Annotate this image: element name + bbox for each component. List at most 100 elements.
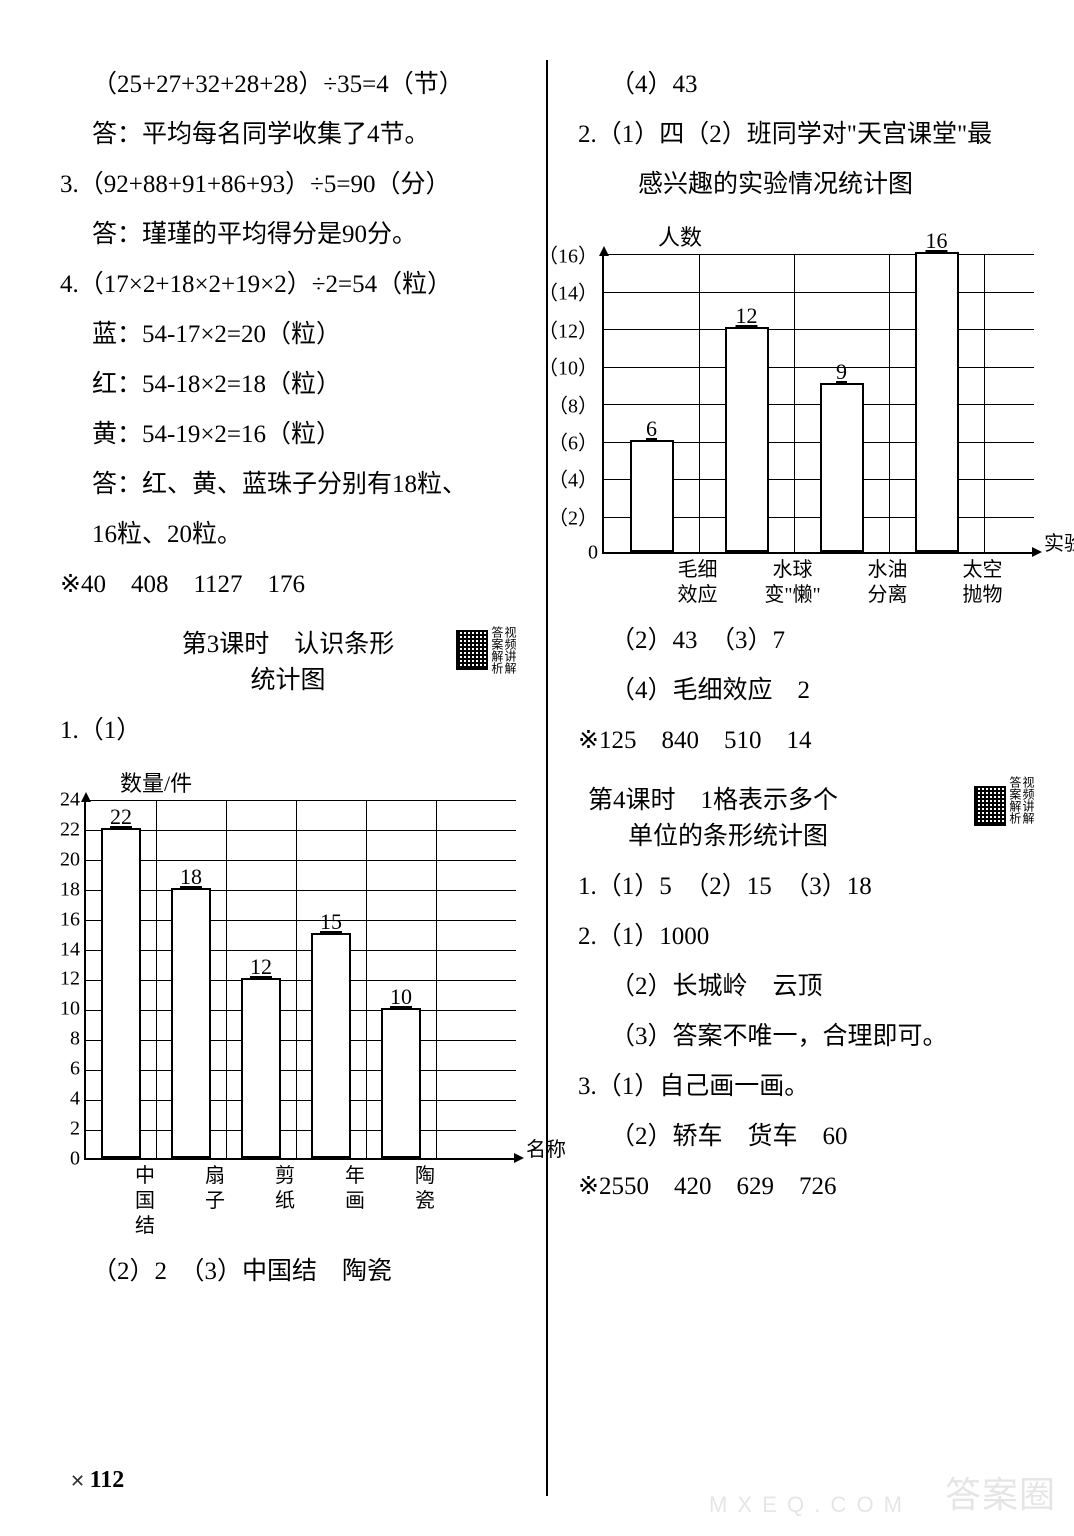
chart1-plot: 名称 2218121510: [84, 800, 516, 1160]
text-line: 答：平均每名同学收集了4节。: [60, 110, 516, 160]
page-number: 112: [70, 1467, 124, 1494]
y-tick-label: 0: [70, 1148, 80, 1171]
grid-h: [604, 367, 1034, 368]
grid-h: [86, 1100, 516, 1101]
x-label: 毛细 效应: [650, 558, 745, 608]
grid-h: [86, 1130, 516, 1131]
qr-section-4: 视频讲解 答案解析: [974, 776, 1034, 836]
text-line: 红：54-18×2=18（粒）: [60, 360, 516, 410]
y-tick-label: 24: [60, 788, 80, 811]
bar: 15: [311, 933, 351, 1158]
grid-v: [436, 800, 437, 1158]
text-line: 感兴趣的实验情况统计图: [578, 160, 1034, 210]
text-line: ※40 408 1127 176: [60, 560, 516, 610]
left-column: （25+27+32+28+28）÷35=4（节）答：平均每名同学收集了4节。3.…: [60, 60, 516, 1496]
grid-v: [156, 800, 157, 1158]
y-tick-label: 6: [70, 1058, 80, 1081]
text-line: （2）2 （3）中国结 陶瓷: [60, 1247, 516, 1297]
qr-icon: [974, 786, 1006, 826]
y-tick-label: 0: [588, 542, 598, 565]
x-label: 中 国 结: [110, 1164, 180, 1239]
section-3-title-l1: 第3课时 认识条形: [60, 624, 516, 660]
y-tick-label: （14）: [538, 277, 598, 306]
y-tick-label: 4: [70, 1088, 80, 1111]
x-label: 剪 纸: [250, 1164, 320, 1239]
bar-value: 15: [320, 909, 342, 935]
chart2-plot: 实验 612916: [602, 254, 1034, 554]
grid-h: [86, 800, 516, 801]
grid-h: [86, 1070, 516, 1071]
bar: 22: [101, 828, 141, 1158]
text-line: （25+27+32+28+28）÷35=4（节）: [60, 60, 516, 110]
qr-icon: [456, 630, 488, 670]
bar: 9: [820, 383, 864, 552]
section-4-title-l2: 单位的条形统计图: [588, 816, 1034, 852]
grid-v: [889, 254, 890, 552]
watermark-main: 答案圈: [945, 1466, 1056, 1518]
bar-value: 18: [180, 864, 202, 890]
grid-v: [226, 800, 227, 1158]
section-3-title-l2: 统计图: [60, 660, 516, 696]
bar-value: 6: [646, 416, 657, 442]
q1-label: 1.（1）: [60, 706, 516, 756]
grid-h: [86, 980, 516, 981]
qr-side-text: 视频讲解 答案解析: [490, 620, 516, 680]
text-line: 答：瑾瑾的平均得分是90分。: [60, 210, 516, 260]
y-tick-label: （16）: [538, 240, 598, 269]
text-line: （2）长城岭 云顶: [578, 962, 1034, 1012]
text-line: （2）43 （3）7: [578, 616, 1034, 666]
y-tick-label: 22: [60, 818, 80, 841]
grid-v: [296, 800, 297, 1158]
chart-1: 数量/件 024681012141618202224 名称 2218121510…: [80, 766, 516, 1239]
column-divider: [546, 60, 548, 1496]
bar: 12: [725, 327, 769, 552]
section-4-title-l1: 第4课时 1格表示多个: [588, 780, 1034, 816]
grid-h: [604, 329, 1034, 330]
grid-h: [86, 1010, 516, 1011]
qr-side-text: 视频讲解 答案解析: [1008, 776, 1034, 836]
section-3-title: 第3课时 认识条形 统计图 视频讲解 答案解析: [60, 624, 516, 696]
x-label: 水球 变"懒": [745, 558, 840, 608]
grid-h: [86, 890, 516, 891]
chart2-y-title: 人数: [658, 220, 1034, 252]
grid-v: [699, 254, 700, 552]
x-label: 扇 子: [180, 1164, 250, 1239]
bar: 16: [915, 252, 959, 552]
text-line: （2）轿车 货车 60: [578, 1112, 1034, 1162]
text-line: 2.（1）1000: [578, 912, 1034, 962]
x-label: 太空 抛物: [935, 558, 1030, 608]
bar-value: 12: [250, 954, 272, 980]
grid-h: [604, 254, 1034, 255]
chart-2: 人数 0（2）（4）（6）（8）（10）（12）（14）（16） 实验 6129…: [598, 220, 1034, 608]
right-column: （4）432.（1）四（2）班同学对"天宫课堂"最感兴趣的实验情况统计图 人数 …: [578, 60, 1034, 1496]
text-line: （4）43: [578, 60, 1034, 110]
y-tick-label: （8）: [548, 389, 598, 418]
y-tick-label: （2）: [548, 501, 598, 530]
grid-v: [366, 800, 367, 1158]
chart2-x-labels: 毛细 效应水球 变"懒"水油 分离太空 抛物: [650, 558, 1030, 608]
grid-h: [86, 860, 516, 861]
x-label: 年 画: [320, 1164, 390, 1239]
text-line: 16粒、20粒。: [60, 510, 516, 560]
bar-value: 16: [926, 228, 948, 254]
text-line: 3.（92+88+91+86+93）÷5=90（分）: [60, 160, 516, 210]
bar-value: 10: [390, 984, 412, 1010]
text-line: （3）答案不唯一，合理即可。: [578, 1012, 1034, 1062]
page: （25+27+32+28+28）÷35=4（节）答：平均每名同学收集了4节。3.…: [0, 0, 1074, 1536]
text-line: ※2550 420 629 726: [578, 1162, 1034, 1212]
y-tick-label: 16: [60, 908, 80, 931]
watermark-url: M X E Q . C O M: [709, 1492, 904, 1518]
x-label: 陶 瓷: [390, 1164, 460, 1239]
y-tick-label: 2: [70, 1118, 80, 1141]
y-tick-label: 12: [60, 968, 80, 991]
bar-value: 9: [836, 359, 847, 385]
chart1-x-title: 名称: [526, 1133, 566, 1162]
y-tick-label: （4）: [548, 464, 598, 493]
chart2-x-title: 实验: [1044, 527, 1074, 556]
bar-value: 22: [110, 804, 132, 830]
text-line: 3.（1）自己画一画。: [578, 1062, 1034, 1112]
bar: 18: [171, 888, 211, 1158]
chart1-x-labels: 中 国 结扇 子剪 纸年 画陶 瓷: [110, 1164, 460, 1239]
text-line: 2.（1）四（2）班同学对"天宫课堂"最: [578, 110, 1034, 160]
text-line: 黄：54-19×2=16（粒）: [60, 410, 516, 460]
